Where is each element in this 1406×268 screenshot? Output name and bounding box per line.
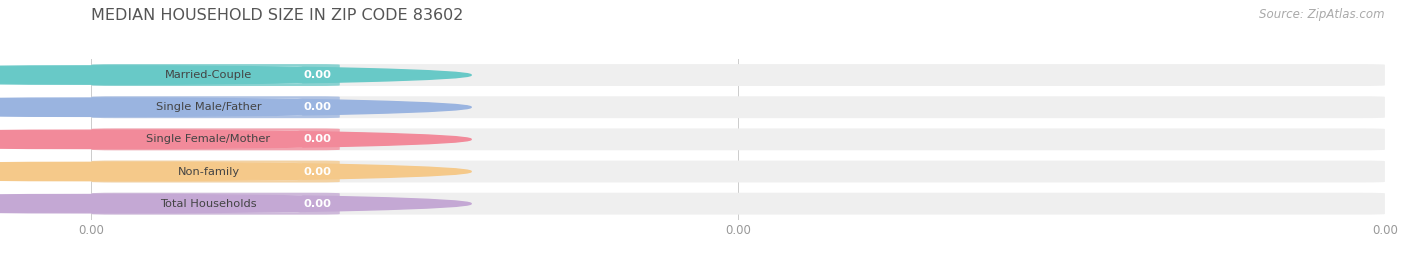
FancyBboxPatch shape <box>91 96 1385 118</box>
Text: 0.00: 0.00 <box>304 199 332 209</box>
Text: 0.00: 0.00 <box>304 134 332 144</box>
FancyBboxPatch shape <box>91 64 340 86</box>
FancyBboxPatch shape <box>91 64 1385 86</box>
Text: Source: ZipAtlas.com: Source: ZipAtlas.com <box>1260 8 1385 21</box>
Text: 0.00: 0.00 <box>304 166 332 177</box>
Text: Single Female/Mother: Single Female/Mother <box>146 134 270 144</box>
FancyBboxPatch shape <box>91 96 340 118</box>
Circle shape <box>0 130 471 148</box>
Text: 0.00: 0.00 <box>304 70 332 80</box>
FancyBboxPatch shape <box>91 128 340 150</box>
FancyBboxPatch shape <box>97 99 302 116</box>
FancyBboxPatch shape <box>91 161 340 183</box>
Text: Married-Couple: Married-Couple <box>165 70 252 80</box>
Text: Total Households: Total Households <box>160 199 257 209</box>
FancyBboxPatch shape <box>91 161 1385 183</box>
FancyBboxPatch shape <box>97 66 302 84</box>
FancyBboxPatch shape <box>91 193 340 215</box>
FancyBboxPatch shape <box>97 195 302 212</box>
FancyBboxPatch shape <box>91 128 1385 150</box>
Text: Non-family: Non-family <box>177 166 239 177</box>
Circle shape <box>0 66 471 84</box>
Text: MEDIAN HOUSEHOLD SIZE IN ZIP CODE 83602: MEDIAN HOUSEHOLD SIZE IN ZIP CODE 83602 <box>91 8 464 23</box>
Text: Single Male/Father: Single Male/Father <box>156 102 262 112</box>
FancyBboxPatch shape <box>97 163 302 180</box>
Text: 0.00: 0.00 <box>304 102 332 112</box>
Circle shape <box>0 98 471 116</box>
Circle shape <box>0 195 471 213</box>
FancyBboxPatch shape <box>91 193 1385 215</box>
Circle shape <box>0 162 471 181</box>
FancyBboxPatch shape <box>97 131 302 148</box>
